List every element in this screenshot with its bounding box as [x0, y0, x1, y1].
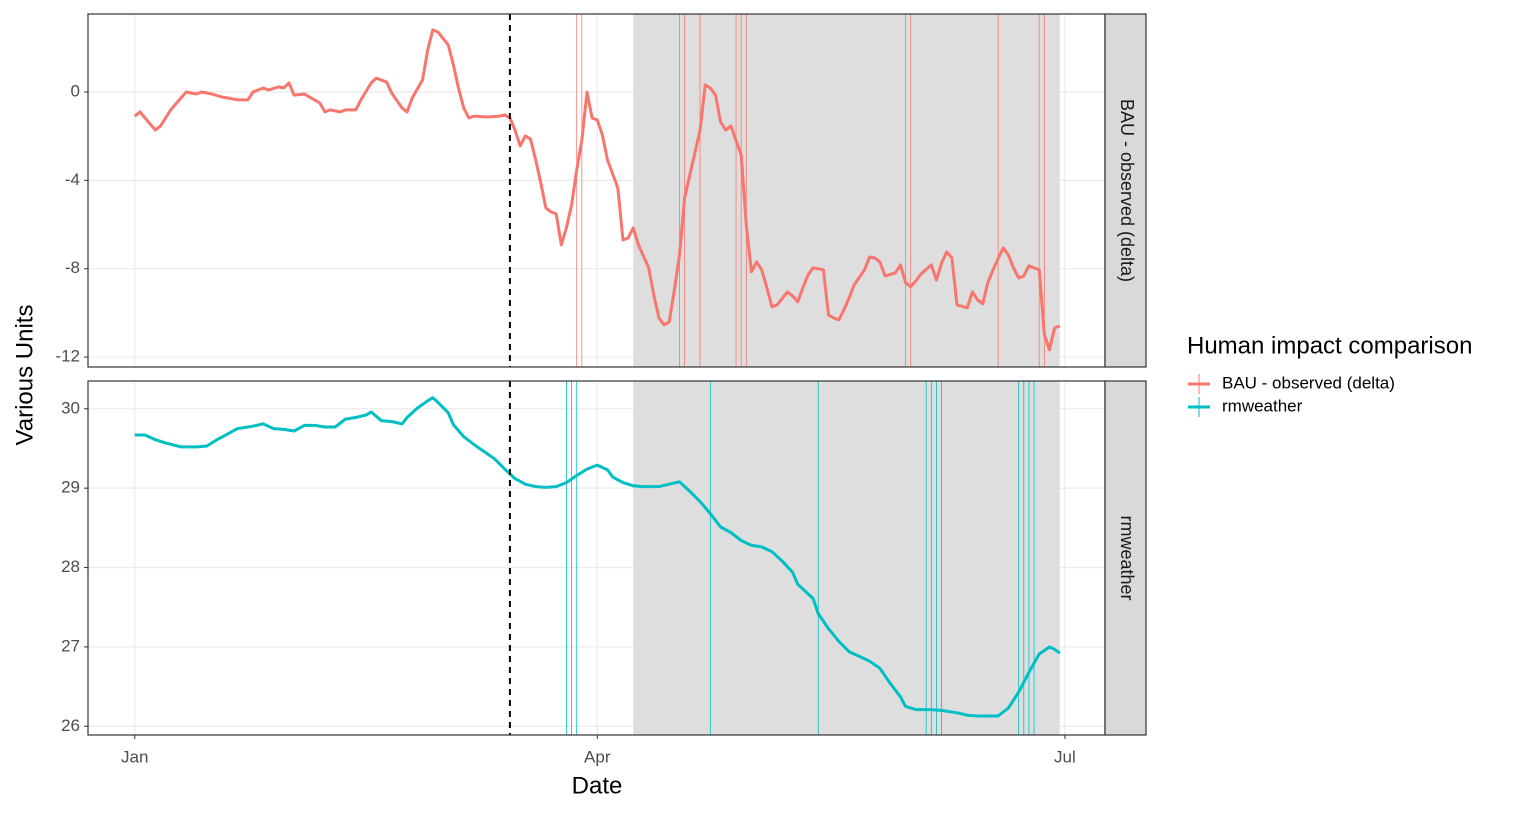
legend-title: Human impact comparison: [1187, 332, 1472, 359]
y-tick-label: 28: [61, 557, 80, 576]
y-tick-label: 30: [61, 398, 80, 417]
x-tick-label: Jan: [121, 747, 148, 766]
y-tick-label: 0: [71, 81, 80, 100]
y-tick-label: -12: [55, 347, 80, 366]
x-tick-label: Jul: [1054, 747, 1076, 766]
y-tick-label: -8: [65, 258, 80, 277]
strip: [1104, 13, 1147, 368]
y-tick-label: 27: [61, 636, 80, 655]
x-tick-label: Apr: [584, 747, 611, 766]
data-line: [134, 396, 1061, 718]
legend-label: rmweather: [1222, 396, 1303, 415]
strip-label: BAU - observed (delta): [1117, 99, 1137, 282]
strip-label: rmweather: [1117, 515, 1137, 600]
y-tick-label: -4: [65, 170, 80, 189]
y-tick-label: 26: [61, 716, 80, 735]
y-axis-label: Various Units: [11, 305, 38, 446]
shaded-period: [633, 14, 1060, 367]
legend-label: BAU - observed (delta): [1222, 373, 1395, 392]
shaded-period: [633, 381, 1060, 735]
y-tick-label: 29: [61, 478, 80, 497]
data-line: [133, 28, 1061, 352]
strip: [1104, 380, 1147, 736]
x-axis-label: Date: [572, 772, 623, 799]
